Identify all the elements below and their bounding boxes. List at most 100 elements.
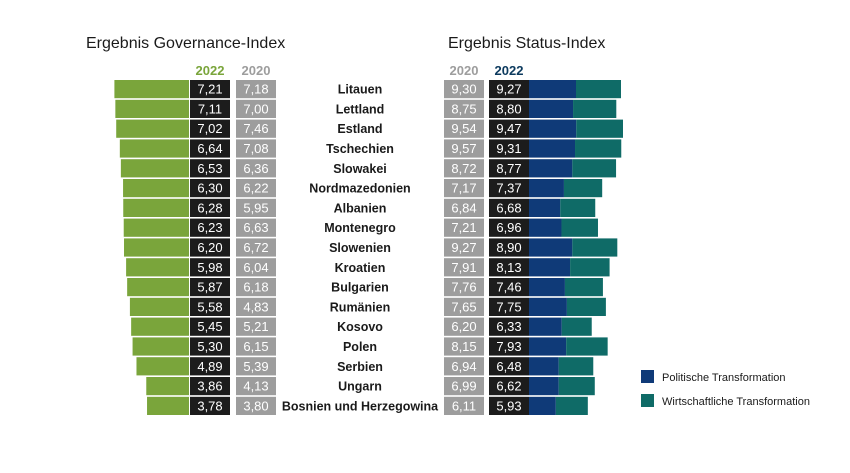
status-2020-value: 8,15 — [451, 339, 476, 354]
status-2020-cell — [444, 278, 484, 297]
status-2022-value: 6,96 — [496, 220, 521, 235]
political-transformation-bar — [529, 80, 576, 99]
economic-transformation-bar — [576, 119, 623, 138]
governance-2022-value: 5,87 — [197, 280, 222, 295]
governance-bar — [127, 278, 189, 297]
governance-2022-cell — [190, 179, 230, 198]
status-2020-cell — [444, 238, 484, 257]
governance-2022-value: 6,64 — [197, 141, 222, 156]
governance-2020-value: 6,15 — [243, 339, 268, 354]
governance-bar — [136, 357, 189, 376]
economic-transformation-bar — [558, 357, 594, 376]
economic-transformation-bar — [558, 377, 595, 396]
status-2020-value: 6,11 — [452, 398, 476, 413]
governance-2020-value: 7,00 — [243, 101, 268, 116]
status-2020-cell — [444, 179, 484, 198]
status-2022-cell — [489, 80, 529, 99]
political-transformation-bar — [529, 119, 577, 138]
economic-transformation-bar — [566, 297, 606, 316]
economic-transformation-bar — [572, 159, 617, 178]
status-2020-cell — [444, 357, 484, 376]
governance-2022-value: 6,23 — [197, 220, 222, 235]
year-label-status-2022: 2022 — [495, 63, 524, 78]
legend-label-economic: Wirtschaftliche Transformation — [662, 396, 810, 408]
legend-swatch-political — [641, 370, 654, 383]
governance-2020-cell — [236, 99, 276, 118]
governance-2022-cell — [190, 218, 230, 237]
governance-2020-cell — [236, 80, 276, 99]
status-2022-value: 6,62 — [496, 379, 521, 394]
status-2020-cell — [444, 198, 484, 217]
governance-2022-cell — [190, 238, 230, 257]
governance-2022-cell — [190, 377, 230, 396]
status-2020-value: 6,99 — [451, 379, 476, 394]
governance-2020-value: 7,46 — [243, 121, 268, 136]
status-2020-cell — [444, 159, 484, 178]
economic-transformation-bar — [555, 396, 588, 415]
governance-2020-value: 5,39 — [243, 359, 268, 374]
governance-2020-cell — [236, 297, 276, 316]
governance-2020-value: 6,22 — [243, 181, 268, 196]
governance-2020-cell — [236, 218, 276, 237]
governance-2022-value: 5,98 — [197, 260, 222, 275]
status-2022-cell — [489, 119, 529, 138]
country-name: Serbien — [337, 360, 383, 374]
economic-transformation-bar — [566, 337, 608, 356]
governance-bar — [116, 119, 189, 138]
economic-transformation-bar — [561, 218, 598, 237]
governance-2022-cell — [190, 396, 230, 415]
governance-2022-cell — [190, 297, 230, 316]
status-2020-value: 6,94 — [451, 359, 476, 374]
status-2022-cell — [489, 278, 529, 297]
status-2022-cell — [489, 139, 529, 158]
status-2022-value: 7,37 — [496, 181, 521, 196]
governance-2022-cell — [190, 317, 230, 336]
governance-2022-cell — [190, 198, 230, 217]
status-2022-value: 7,46 — [496, 280, 521, 295]
governance-2022-cell — [190, 337, 230, 356]
governance-2022-value: 6,28 — [197, 200, 222, 215]
governance-2020-value: 5,95 — [243, 200, 268, 215]
status-2020-value: 6,20 — [451, 319, 476, 334]
year-label-status-2020: 2020 — [450, 63, 479, 78]
political-transformation-bar — [529, 258, 571, 277]
governance-bar — [129, 297, 189, 316]
governance-2022-cell — [190, 357, 230, 376]
status-2020-cell — [444, 99, 484, 118]
status-2022-value: 6,48 — [496, 359, 521, 374]
status-2020-value: 8,75 — [451, 101, 476, 116]
country-name: Slowenien — [329, 241, 391, 255]
governance-2022-value: 4,89 — [197, 359, 222, 374]
status-2020-value: 7,91 — [451, 260, 476, 275]
country-name: Albanien — [334, 201, 387, 215]
governance-bar — [123, 198, 189, 217]
political-transformation-bar — [529, 337, 567, 356]
country-name: Polen — [343, 340, 377, 354]
title-governance-index: Ergebnis Governance-Index — [86, 35, 285, 52]
status-2020-cell — [444, 377, 484, 396]
country-name: Tschechien — [326, 142, 394, 156]
governance-bar — [123, 218, 189, 237]
governance-2022-cell — [190, 139, 230, 158]
country-name: Montenegro — [324, 221, 396, 235]
governance-2022-cell — [190, 99, 230, 118]
economic-transformation-bar — [572, 238, 618, 257]
governance-2020-cell — [236, 317, 276, 336]
economic-transformation-bar — [570, 258, 610, 277]
governance-2020-cell — [236, 198, 276, 217]
status-2022-value: 5,93 — [496, 398, 521, 413]
country-name: Rumänien — [330, 300, 390, 314]
political-transformation-bar — [529, 297, 567, 316]
governance-bar — [132, 337, 189, 356]
governance-bar — [147, 396, 189, 415]
political-transformation-bar — [529, 396, 556, 415]
political-transformation-bar — [529, 278, 565, 297]
governance-2020-cell — [236, 396, 276, 415]
economic-transformation-bar — [563, 179, 603, 198]
country-name: Bulgarien — [331, 281, 389, 295]
governance-2020-value: 7,08 — [243, 141, 268, 156]
governance-2020-value: 7,18 — [243, 82, 268, 97]
country-name: Nordmazedonien — [309, 182, 410, 196]
country-name: Litauen — [338, 83, 382, 97]
country-name: Ungarn — [338, 380, 382, 394]
